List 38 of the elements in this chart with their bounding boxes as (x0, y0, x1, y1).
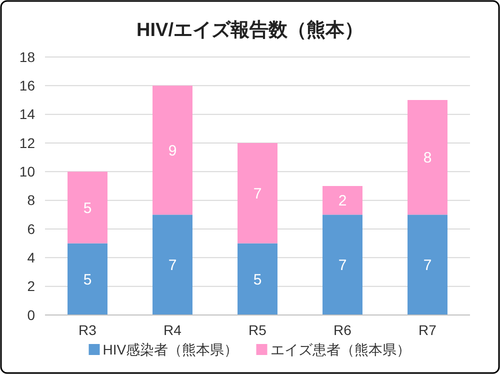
y-tick-label: 8 (27, 192, 36, 208)
x-tick-label: R4 (164, 322, 182, 338)
x-tick-label: R3 (78, 322, 97, 338)
bar (238, 243, 278, 315)
bar (152, 86, 192, 215)
data-label: 7 (253, 185, 262, 202)
data-label: 7 (338, 257, 347, 274)
y-tick-label: 2 (27, 278, 36, 294)
bar (152, 214, 192, 315)
data-label: 5 (83, 200, 92, 217)
x-tick-label: R7 (418, 322, 437, 338)
bar (322, 186, 362, 215)
y-tick-label: 14 (19, 106, 36, 122)
chart-title: HIV/エイズ報告数（熊本） (136, 19, 364, 41)
y-tick-label: 12 (19, 134, 36, 151)
bar (238, 143, 278, 244)
data-label: 7 (168, 257, 177, 274)
x-tick-label: R6 (334, 322, 352, 338)
bar (68, 243, 108, 315)
y-tick-label: 6 (27, 220, 36, 237)
data-label: 9 (168, 142, 177, 160)
y-tick-label: 0 (27, 306, 36, 323)
bar (322, 214, 362, 315)
legend-label: エイズ患者（熊本県） (270, 341, 410, 358)
data-label: 2 (338, 192, 347, 210)
y-tick-label: 16 (19, 78, 36, 94)
data-label: 5 (83, 271, 92, 288)
data-label: 5 (253, 271, 262, 288)
y-tick-label: 4 (27, 250, 36, 266)
x-tick-label: R5 (248, 322, 267, 338)
bar (408, 100, 448, 215)
data-label: 8 (423, 150, 432, 167)
y-tick-label: 10 (19, 164, 36, 180)
bar (68, 172, 108, 244)
y-tick-label: 18 (19, 48, 36, 65)
data-label: 7 (423, 257, 432, 274)
bar (408, 214, 448, 315)
legend-label: HIV感染者（熊本県） (102, 341, 238, 358)
